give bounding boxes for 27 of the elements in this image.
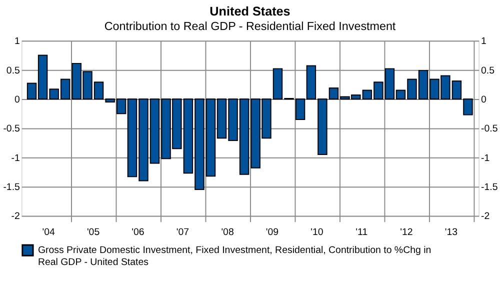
x-tick-label: '04 bbox=[42, 227, 56, 238]
x-tick-label: '09 bbox=[266, 227, 279, 238]
y-tick-label: -1 bbox=[11, 152, 20, 164]
y-tick-label: -2 bbox=[11, 211, 20, 222]
y2-tick-label: 0 bbox=[481, 94, 488, 106]
y-tick-label: 0 bbox=[14, 94, 21, 106]
legend-label: Gross Private Domestic Investment, Fixed Investment, Residential, Contribution to %Chg in Real GDP - United States bbox=[38, 245, 432, 268]
y-tick-label: 1 bbox=[14, 36, 20, 48]
x-tick-label: '10 bbox=[310, 227, 324, 238]
y-tick-label: 0.5 bbox=[6, 65, 20, 76]
chart-title: United States bbox=[210, 4, 290, 18]
y-tick-label: -0.5 bbox=[3, 124, 20, 135]
x-tick-label: '05 bbox=[86, 227, 100, 238]
y2-tick-label: 0.5 bbox=[481, 65, 495, 76]
y-tick-label: -1.5 bbox=[3, 182, 20, 193]
y2-tick-label: -0.5 bbox=[481, 124, 498, 135]
chart-subtitle: Contribution to Real GDP - Residential Fixed Investment bbox=[104, 20, 396, 33]
y2-tick-label: 1 bbox=[481, 36, 486, 48]
x-tick-label: '12 bbox=[400, 227, 413, 238]
y2-tick-label: -1.5 bbox=[481, 182, 498, 193]
x-tick-label: '06 bbox=[132, 227, 144, 238]
x-tick-label: '13 bbox=[444, 227, 458, 238]
x-tick-label: '07 bbox=[176, 227, 190, 238]
x-tick-label: '08 bbox=[221, 227, 234, 238]
x-tick-label: '11 bbox=[356, 227, 368, 238]
y2-tick-label: -1 bbox=[481, 152, 490, 164]
y2-tick-label: -2 bbox=[481, 211, 490, 222]
